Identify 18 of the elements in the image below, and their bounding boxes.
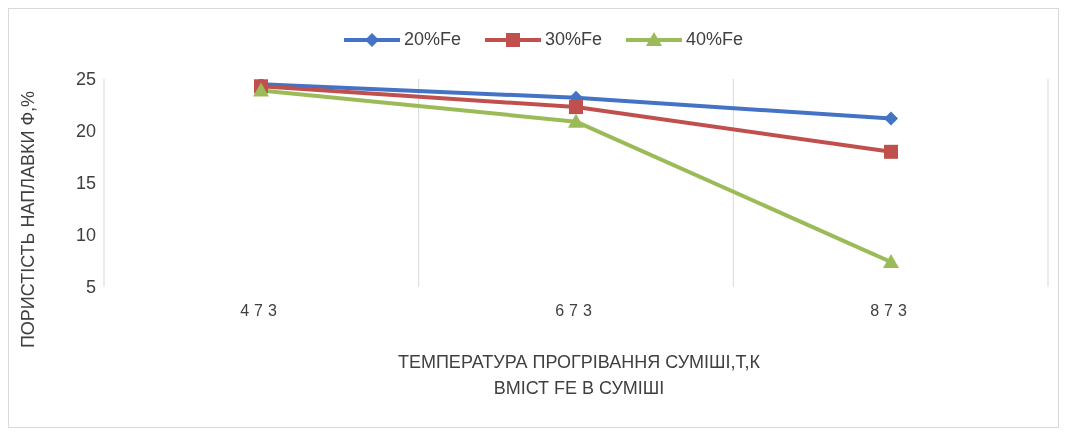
legend-label: 30%Fe <box>543 29 603 50</box>
point <box>884 144 898 159</box>
x-axis-title: ТЕМПЕРАТУРА ПРОГРІВАННЯ СУМІШІ,Т,К ВМІСТ FE В СУМІШІ <box>396 351 762 400</box>
y-tick-label: 25 <box>75 69 96 90</box>
point <box>884 111 898 126</box>
y-tick-label: 10 <box>75 225 96 246</box>
y-tick-label: 15 <box>75 173 96 194</box>
y-axis-title: ПОРИСТІСТЬ НАПЛАВКИ Ф,% <box>18 90 40 348</box>
y-tick-label: 5 <box>85 277 96 298</box>
legend-label: 20%Fe <box>402 29 461 50</box>
y-tick-label: 20 <box>75 121 96 142</box>
point <box>569 100 583 115</box>
x-tick-label: 673 <box>555 302 597 320</box>
point <box>883 254 899 269</box>
legend-label: 40%Fe <box>685 29 744 50</box>
point <box>568 113 584 128</box>
x-tick-label: 873 <box>870 302 912 320</box>
x-tick-label: 473 <box>240 302 282 320</box>
